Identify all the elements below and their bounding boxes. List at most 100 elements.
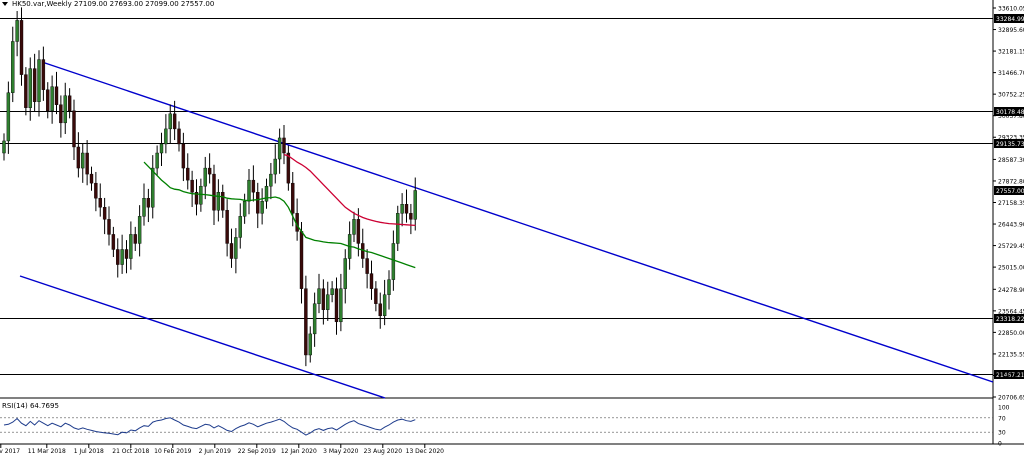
candle-body	[400, 204, 404, 214]
candle-body	[15, 20, 19, 42]
candle-body	[330, 288, 334, 295]
candle-body	[286, 152, 291, 184]
time-tick-label: 13 Dec 2020	[406, 448, 445, 455]
candle-body	[94, 182, 98, 199]
candle-body	[282, 137, 286, 154]
dropdown-arrow-icon[interactable]	[2, 2, 8, 6]
candle-body	[247, 179, 251, 202]
time-tick-label: 21 Oct 2018	[112, 448, 149, 455]
time-tick-label: 3 May 2020	[323, 448, 358, 455]
candle-body	[89, 173, 94, 184]
level-label: 21467.21	[996, 372, 1024, 379]
candle-body	[352, 219, 356, 235]
candle-body	[260, 201, 264, 214]
candle-body	[190, 179, 194, 193]
candle-body	[404, 204, 409, 214]
price-tick-label: 26443.90	[998, 222, 1024, 229]
price-tick-label: 33610.05	[998, 6, 1024, 13]
level-label: 23318.22	[996, 316, 1024, 323]
candle-body	[155, 152, 159, 169]
candle-body	[186, 167, 190, 181]
candle-body	[277, 137, 282, 160]
candle-body	[396, 213, 400, 244]
moving-average-fast	[143, 161, 416, 269]
candle-body	[28, 68, 32, 108]
time-tick-label: 11 Mar 2018	[28, 448, 66, 455]
price-tick-label: 29323.35	[998, 135, 1024, 142]
candle-body	[317, 288, 321, 304]
price-tick-label: 23564.45	[998, 308, 1024, 315]
price-tick-label: 27872.80	[998, 178, 1024, 185]
price-tick-label: 31466.70	[998, 70, 1024, 77]
candle-body	[11, 41, 15, 93]
level-label: 27557.00	[996, 188, 1024, 195]
level-label-box	[994, 107, 1024, 116]
candle-body	[151, 167, 155, 208]
candle-body	[116, 249, 120, 265]
price-tick-label: 25729.45	[998, 243, 1024, 250]
rsi-axis-label: 30	[998, 430, 1006, 437]
candle-body	[269, 173, 273, 187]
candle-body	[2, 140, 6, 154]
price-tick-label: 28587.30	[998, 157, 1024, 164]
candle-body	[98, 198, 102, 208]
level-label: 29135.73	[996, 141, 1024, 148]
price-tick-label: 30752.25	[998, 92, 1024, 99]
candle-body	[81, 152, 85, 169]
candle-body	[308, 333, 312, 356]
candle-body	[225, 210, 229, 244]
candle-body	[203, 167, 207, 187]
candle-body	[120, 249, 124, 265]
time-tick-label: 22 Sep 2019	[238, 448, 276, 455]
candle-body	[242, 201, 247, 217]
price-tick-label: 27158.35	[998, 200, 1024, 207]
symbol-info: HK50.var,Weekly 27109.00 27693.00 27099.…	[12, 0, 215, 8]
rsi-axis-label: 70	[998, 415, 1006, 422]
candle-body	[76, 146, 81, 169]
candle-body	[238, 216, 242, 238]
price-tick-label: 25015.00	[998, 265, 1024, 272]
candle-body	[133, 234, 137, 244]
candle-body	[50, 86, 54, 112]
rsi-axis-label: 0	[998, 441, 1002, 448]
candle-body	[107, 219, 111, 235]
candle-body	[221, 192, 225, 211]
candle-body	[159, 143, 164, 154]
candle-body	[124, 249, 129, 259]
candle-body	[6, 92, 11, 142]
candle-body	[54, 86, 59, 105]
level-label-box	[994, 370, 1024, 379]
time-tick-label: 10 Feb 2019	[154, 448, 192, 455]
level-label: 33284.99	[996, 16, 1024, 23]
candle-body	[63, 95, 67, 124]
candle-body	[304, 288, 308, 356]
candle-body	[339, 288, 343, 323]
trendline-upper	[41, 61, 994, 383]
candle-body	[391, 243, 396, 280]
candle-body	[334, 288, 339, 323]
time-tick-label: 12 Jan 2020	[281, 448, 317, 455]
rsi-label: RSI(14) 64.7695	[2, 402, 59, 410]
time-tick-label: 23 Aug 2020	[364, 448, 403, 455]
candle-body	[343, 258, 347, 289]
candle-body	[321, 288, 326, 310]
price-tick-label: 21421.10	[998, 373, 1024, 380]
candle-body	[67, 95, 72, 112]
candle-body	[369, 273, 374, 289]
candle-body	[129, 234, 133, 259]
candle-body	[142, 198, 146, 217]
candle-body	[164, 128, 168, 145]
candle-body	[387, 279, 391, 295]
candle-body	[365, 258, 369, 274]
candle-body	[326, 294, 330, 310]
rsi-line	[3, 417, 416, 436]
candle-body	[32, 68, 37, 102]
price-tick-label: 22135.55	[998, 351, 1024, 358]
candle-body	[273, 158, 277, 175]
candle-body	[413, 190, 417, 220]
price-tick-label: 22850.00	[998, 330, 1024, 337]
trendline-lower	[19, 275, 386, 399]
candle-body	[19, 20, 24, 75]
